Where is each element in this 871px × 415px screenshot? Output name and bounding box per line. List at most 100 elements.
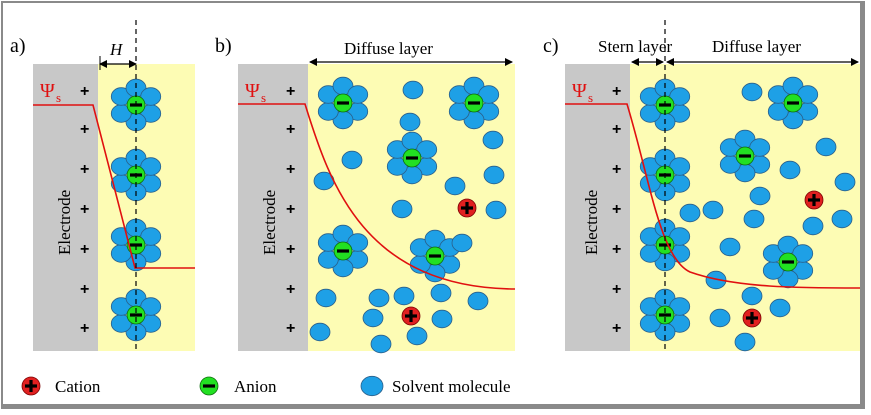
ion-distribution [309,76,507,354]
svg-text:s: s [56,90,61,105]
solvent-molecule [110,157,132,176]
solvent-molecule [341,150,363,170]
solvent-molecule [347,233,369,252]
plus-sign-v [465,202,469,214]
positive-charge: + [612,121,621,138]
anion [333,241,353,261]
positive-charge: + [80,241,89,258]
potential-curve [33,104,195,269]
solvent-molecule [679,203,701,223]
potential-curve [565,103,861,289]
cation [401,306,421,326]
positive-charge: + [612,161,621,178]
solvated-anion [110,218,162,272]
solvent-molecule [802,216,824,236]
solvent-molecule [402,80,424,100]
minus-sign [782,260,794,264]
positive-charge: + [80,121,89,138]
minus-sign [203,384,215,388]
solvent-molecule [485,200,507,220]
electrode-region [33,64,98,351]
layer-label-h: H [109,40,124,59]
solvent-molecule [482,130,504,150]
solvated-anion [110,288,162,342]
solvated-anion [767,76,819,130]
solvent-molecule [140,297,162,316]
panel-a: a) H Electrode Ψ s + + + + + + + [10,20,195,351]
plus-sign-v [812,194,816,206]
solvated-anion [317,224,369,278]
positive-charge: + [286,83,295,100]
solvent-molecule [749,186,771,206]
potential-label: Ψ s [40,80,61,105]
solvent-molecule [317,233,339,252]
solvated-anion [762,235,814,289]
svg-text:Ψ: Ψ [40,80,55,102]
anion [778,252,798,272]
solvent-molecule [444,176,466,196]
panel-label: a) [10,35,26,57]
potential-label: Ψ s [572,80,593,105]
solvent-molecule [797,85,819,104]
legend-item-solvent [360,375,384,397]
solvent-molecule [762,244,784,263]
svg-text:s: s [588,90,593,105]
positive-charge: + [286,121,295,138]
positive-charge: + [80,161,89,178]
solvent-molecule [815,137,837,157]
anion [199,376,219,396]
minus-sign [429,254,441,258]
legend-label-solvent: Solvent molecule [392,377,511,396]
solvent-molecule [705,270,727,290]
solvent-molecule [669,297,691,316]
positive-charge: + [80,201,89,218]
solvent-molecule [831,209,853,229]
solvent-molecule [360,375,384,397]
minus-sign [468,101,480,105]
solvent-molecule [140,227,162,246]
cation [742,308,762,328]
solvent-molecule [448,85,470,104]
solvated-anion [639,288,691,342]
plus-sign-v [750,312,754,324]
positive-charge: + [80,281,89,298]
electrode-charges: + + + + + + + [286,83,295,337]
solvent-molecule [393,286,415,306]
solvent-molecule [639,227,661,246]
solvent-molecule [779,160,801,180]
panel-c: c) Stern layer Diffuse layer Electrode Ψ… [543,20,861,352]
legend-label-cation: Cation [55,377,101,396]
plus-sign-v [29,380,33,392]
electrode-label: Electrode [582,190,601,255]
solvent-molecule [110,297,132,316]
solvated-anion [448,76,500,130]
solvent-molecule [741,286,763,306]
positive-charge: + [286,320,295,337]
minus-sign [787,101,799,105]
solvent-molecule [309,322,331,342]
solvent-molecule [406,326,428,346]
solvent-molecule [639,87,661,106]
plus-sign-v [409,310,413,322]
solvent-molecule [743,209,765,229]
solvent-molecule [669,87,691,106]
electrode-label: Electrode [55,190,74,255]
legend-label-anion: Anion [234,377,277,396]
solvated-anion [317,76,369,130]
positive-charge: + [612,201,621,218]
minus-sign [739,154,751,158]
minus-sign [337,101,349,105]
potential-label: Ψ s [245,80,266,105]
solvent-molecule [749,138,771,157]
cation [21,376,41,396]
solvent-molecule [792,244,814,263]
solvent-molecule [709,308,731,328]
solvent-molecule [741,82,763,102]
minus-sign [130,313,142,317]
ion-distribution [639,76,856,352]
positive-charge: + [286,201,295,218]
solvent-molecule [834,172,856,192]
anion [783,93,803,113]
solvent-molecule [317,85,339,104]
solvent-molecule [467,291,489,311]
